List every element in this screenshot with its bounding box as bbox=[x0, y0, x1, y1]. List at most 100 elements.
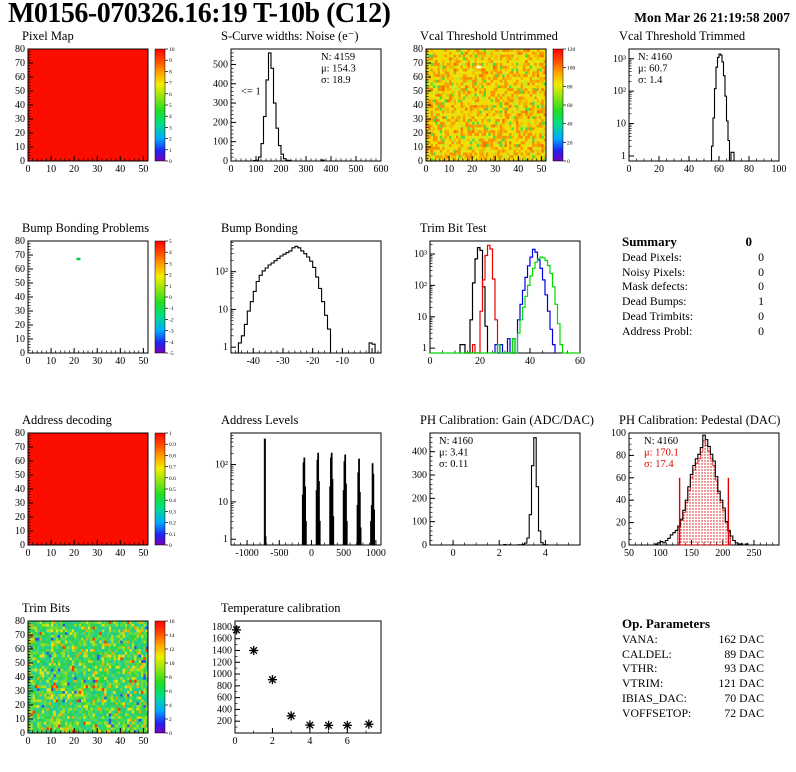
svg-text:0: 0 bbox=[418, 156, 423, 167]
svg-text:20: 20 bbox=[69, 548, 79, 559]
svg-text:0: 0 bbox=[424, 164, 429, 175]
svg-text:30: 30 bbox=[413, 114, 423, 125]
svg-text:10: 10 bbox=[417, 312, 427, 323]
svg-text:100: 100 bbox=[653, 548, 668, 559]
svg-text:500: 500 bbox=[349, 164, 364, 175]
svg-text:60: 60 bbox=[567, 103, 573, 109]
svg-text:-40: -40 bbox=[247, 356, 260, 367]
svg-text:40: 40 bbox=[15, 292, 25, 303]
svg-text:100: 100 bbox=[249, 164, 264, 175]
svg-text:-5: -5 bbox=[169, 351, 174, 357]
svg-text:0.8: 0.8 bbox=[169, 453, 176, 459]
svg-text:200: 200 bbox=[213, 117, 228, 128]
trim-bits-title: Trim Bits bbox=[22, 601, 70, 615]
svg-text:0: 0 bbox=[428, 356, 433, 367]
svg-text:0.6: 0.6 bbox=[169, 476, 176, 482]
svg-text:20: 20 bbox=[616, 518, 626, 529]
svg-text:μ: 3.41: μ: 3.41 bbox=[439, 448, 469, 459]
svg-text:10: 10 bbox=[46, 164, 56, 175]
trim-bit-test-title: Trim Bit Test bbox=[420, 221, 487, 235]
svg-text:-3: -3 bbox=[169, 329, 174, 335]
svg-text:4: 4 bbox=[543, 548, 548, 559]
svg-text:80: 80 bbox=[744, 164, 754, 175]
svg-text:10²: 10² bbox=[613, 86, 626, 97]
svg-text:10³: 10³ bbox=[613, 54, 626, 65]
svg-text:1: 1 bbox=[169, 148, 172, 154]
svg-text:10: 10 bbox=[616, 119, 626, 130]
svg-text:120: 120 bbox=[567, 47, 576, 53]
svg-text:40: 40 bbox=[15, 484, 25, 495]
svg-text:80: 80 bbox=[15, 428, 25, 439]
svg-text:50: 50 bbox=[413, 86, 423, 97]
svg-text:0: 0 bbox=[26, 356, 31, 367]
svg-text:0.5: 0.5 bbox=[169, 487, 176, 493]
svg-text:100: 100 bbox=[611, 428, 626, 439]
cell-trim-bit-test: Trim Bit Test 0 20 40 60 1 10 10² 10³ bbox=[400, 222, 596, 371]
ph-pedestal-title: PH Calibration: Pedestal (DAC) bbox=[619, 413, 781, 427]
svg-text:10³: 10³ bbox=[414, 249, 427, 260]
svg-text:250: 250 bbox=[747, 548, 762, 559]
svg-text:150: 150 bbox=[684, 548, 699, 559]
svg-text:7: 7 bbox=[169, 81, 172, 87]
svg-text:100: 100 bbox=[567, 66, 576, 72]
svg-text:50: 50 bbox=[15, 86, 25, 97]
svg-text:40: 40 bbox=[413, 100, 423, 111]
svg-text:60: 60 bbox=[616, 473, 626, 484]
cell-trim-bits: Trim Bits 0 10 20 30 40 50 0 10 20 30 40 50 60 70 80 0 2… bbox=[2, 602, 198, 751]
cell-vcal-trimmed: Vcal Threshold Trimmed 0 20 40 60 80 100 1 10 10… bbox=[599, 30, 795, 179]
summary-total: 0 bbox=[745, 234, 753, 249]
svg-text:N: 4159: N: 4159 bbox=[321, 52, 355, 63]
svg-text:1: 1 bbox=[169, 284, 172, 290]
svg-text:60: 60 bbox=[413, 72, 423, 83]
svg-text:50: 50 bbox=[624, 548, 634, 559]
svg-text:80: 80 bbox=[413, 44, 423, 55]
svg-text:0: 0 bbox=[451, 548, 456, 559]
svg-text:40: 40 bbox=[115, 356, 125, 367]
op-parameters-title: Op. Parameters bbox=[622, 616, 711, 631]
svg-text:50: 50 bbox=[15, 470, 25, 481]
svg-text:5: 5 bbox=[169, 239, 172, 245]
svg-text:50: 50 bbox=[138, 356, 148, 367]
svg-text:μ: 170.1: μ: 170.1 bbox=[644, 448, 679, 459]
vcal-untrimmed-title: Vcal Threshold Untrimmed bbox=[420, 29, 558, 43]
svg-text:10: 10 bbox=[15, 334, 25, 345]
svg-text:0: 0 bbox=[422, 540, 427, 551]
svg-text:0: 0 bbox=[309, 548, 314, 559]
svg-text:3: 3 bbox=[169, 125, 172, 131]
svg-text:8: 8 bbox=[169, 69, 172, 75]
svg-text:20: 20 bbox=[15, 128, 25, 139]
trim-bits-chart: 0 10 20 30 40 5001020304050607080024681012141… bbox=[15, 616, 175, 747]
svg-text:80: 80 bbox=[616, 450, 626, 461]
summary-row-dead-bumps: Dead Bumps: 1 bbox=[622, 294, 764, 309]
op-row-ibias-dac: IBIAS_DAC: 70 DAC bbox=[622, 690, 764, 705]
svg-text:N: 4160: N: 4160 bbox=[638, 52, 672, 63]
summary-header: Summary 0 bbox=[622, 234, 764, 250]
svg-text:-30: -30 bbox=[276, 356, 289, 367]
svg-text:300: 300 bbox=[213, 98, 228, 109]
svg-text:1: 1 bbox=[422, 343, 427, 354]
scurve-noise-chart: 0 100 200 300 400 500 600 0 100 200 300 400 500 N: 41… bbox=[213, 48, 389, 175]
bump-bonding-problems-chart: 0 10 20 30 40 5001020304050607080-5-4-3-2-101… bbox=[15, 236, 174, 367]
cell-ph-gain: PH Calibration: Gain (ADC/DAC) 0 2 4 0 100 20… bbox=[400, 414, 596, 563]
svg-text:80: 80 bbox=[15, 236, 25, 247]
op-parameters-block: Op. Parameters VANA: 162 DAC CALDEL: 89 DA… bbox=[622, 616, 764, 720]
address-decoding-title: Address decoding bbox=[22, 413, 112, 427]
svg-text:200: 200 bbox=[274, 164, 289, 175]
svg-text:40: 40 bbox=[567, 122, 573, 128]
svg-text:70: 70 bbox=[413, 58, 423, 69]
svg-text:-20: -20 bbox=[306, 356, 319, 367]
svg-text:1: 1 bbox=[621, 151, 626, 162]
svg-text:60: 60 bbox=[714, 164, 724, 175]
cell-temp-calibration: Temperature calibration 0 2 4 6 200 400 600 800… bbox=[201, 602, 397, 751]
svg-text:200: 200 bbox=[412, 493, 427, 504]
svg-text:60: 60 bbox=[575, 356, 585, 367]
cell-bump-problems: Bump Bonding Problems 0 10 20 30 40 50 0 10 20 30… bbox=[2, 222, 198, 371]
summary-row-address-probl: Address Probl: 0 bbox=[622, 323, 764, 338]
svg-text:50: 50 bbox=[138, 548, 148, 559]
address-levels-title: Address Levels bbox=[221, 413, 299, 427]
svg-text:10²: 10² bbox=[215, 267, 228, 278]
svg-text:100: 100 bbox=[772, 164, 787, 175]
svg-text:0.2: 0.2 bbox=[169, 521, 176, 527]
svg-text:500: 500 bbox=[336, 548, 351, 559]
